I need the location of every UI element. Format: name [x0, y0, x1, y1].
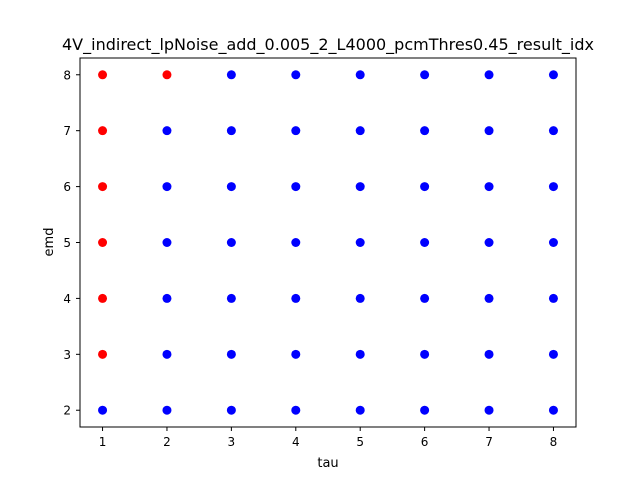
point-1-6: [162, 126, 172, 136]
x-tick-label-6: 7: [485, 435, 493, 449]
point-0-5: [98, 70, 108, 80]
point-1-45: [548, 238, 558, 247]
point-1-41: [484, 70, 494, 80]
point-1-28: [420, 405, 430, 415]
y-tick-label-1: 3: [63, 348, 71, 362]
point-1-5: [162, 182, 172, 192]
point-1-43: [548, 349, 558, 359]
point-1-42: [548, 405, 558, 415]
plot-frame: [79, 57, 577, 428]
point-1-23: [355, 293, 365, 303]
point-1-40: [484, 126, 494, 136]
point-1-48: [548, 70, 558, 80]
point-1-19: [291, 126, 301, 136]
x-tick-label-2: 3: [228, 435, 236, 449]
point-1-38: [484, 238, 494, 247]
point-1-30: [420, 293, 430, 303]
y-tick-label-2: 4: [63, 292, 71, 306]
point-1-1: [162, 405, 172, 415]
point-0-3: [98, 182, 108, 192]
point-1-17: [291, 238, 301, 247]
point-1-20: [291, 70, 301, 80]
point-1-29: [420, 349, 430, 359]
point-0-2: [98, 238, 108, 247]
y-tick-label-0: 2: [63, 404, 71, 418]
point-1-32: [420, 182, 430, 192]
point-0-0: [98, 349, 108, 359]
point-0-6: [162, 70, 172, 80]
point-1-12: [226, 126, 236, 136]
point-1-46: [548, 182, 558, 192]
point-1-10: [226, 238, 236, 247]
point-1-47: [548, 126, 558, 136]
y-axis-ticks: 2 3 4 5 6 7 8: [63, 68, 80, 418]
point-1-37: [484, 293, 494, 303]
point-1-2: [162, 349, 172, 359]
y-tick-label-3: 5: [63, 236, 71, 250]
point-1-21: [355, 405, 365, 415]
point-1-26: [355, 126, 365, 136]
point-1-35: [484, 405, 494, 415]
point-1-33: [420, 126, 430, 136]
point-1-7: [226, 405, 236, 415]
point-1-11: [226, 182, 236, 192]
point-1-4: [162, 238, 172, 247]
point-1-24: [355, 238, 365, 247]
point-1-39: [484, 182, 494, 192]
x-axis-ticks: 1 2 3 4 5 6 7 8: [99, 427, 558, 449]
x-tick-label-0: 1: [99, 435, 107, 449]
x-axis-label: tau: [317, 456, 338, 471]
x-tick-label-5: 6: [421, 435, 429, 449]
point-1-31: [420, 238, 430, 247]
point-1-3: [162, 293, 172, 303]
point-1-27: [355, 70, 365, 80]
chart-title: 4V_indirect_lpNoise_add_0.005_2_L4000_pc…: [62, 35, 594, 55]
point-1-13: [226, 70, 236, 80]
y-tick-label-5: 7: [63, 124, 71, 138]
x-tick-label-1: 2: [163, 435, 171, 449]
point-1-14: [291, 405, 301, 415]
point-1-8: [226, 349, 236, 359]
point-1-0: [98, 405, 108, 415]
point-1-16: [291, 293, 301, 303]
point-1-22: [355, 349, 365, 359]
point-0-4: [98, 126, 108, 136]
point-1-36: [484, 349, 494, 359]
point-1-44: [548, 293, 558, 303]
data-points: [98, 70, 558, 415]
point-1-34: [420, 70, 430, 80]
point-1-25: [355, 182, 365, 192]
point-0-1: [98, 293, 108, 303]
y-tick-label-6: 8: [63, 68, 71, 82]
point-1-15: [291, 349, 301, 359]
y-axis-label: emd: [42, 228, 57, 257]
y-tick-label-4: 6: [63, 180, 71, 194]
x-tick-label-3: 4: [292, 435, 300, 449]
point-1-18: [291, 182, 301, 192]
point-1-9: [226, 293, 236, 303]
x-tick-label-7: 8: [550, 435, 558, 449]
x-tick-label-4: 5: [356, 435, 364, 449]
